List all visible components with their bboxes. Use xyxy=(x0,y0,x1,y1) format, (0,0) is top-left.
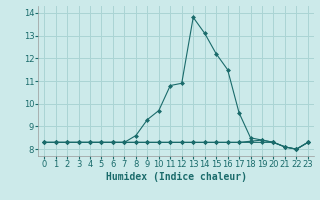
X-axis label: Humidex (Indice chaleur): Humidex (Indice chaleur) xyxy=(106,172,246,182)
